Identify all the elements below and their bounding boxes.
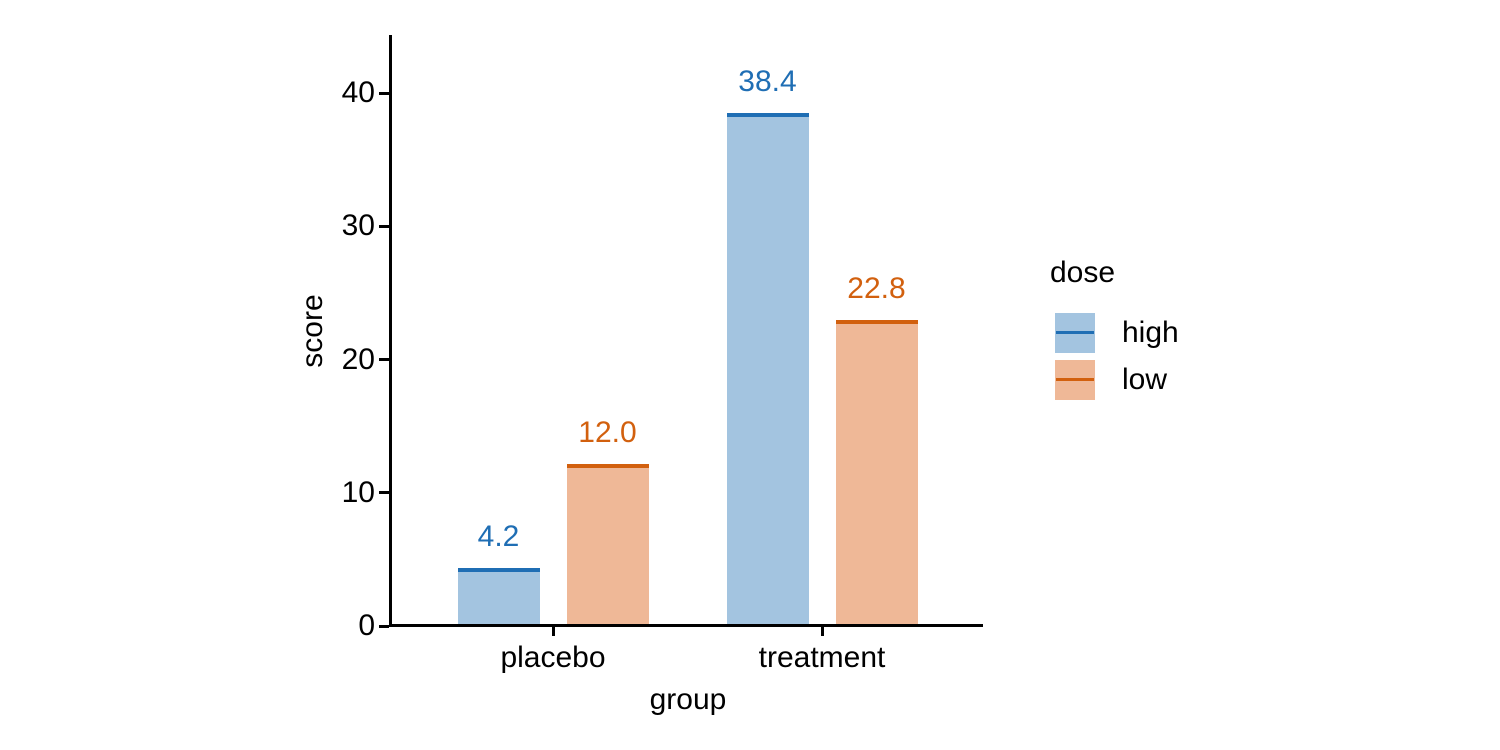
y-tick-label: 30: [341, 209, 375, 243]
x-tick-label: treatment: [758, 641, 886, 674]
y-tick-label: 20: [341, 342, 375, 376]
y-tick: [379, 358, 389, 362]
legend-swatch-high: [1055, 313, 1095, 353]
bar-value-label: 22.8: [847, 272, 906, 306]
y-tick: [379, 491, 389, 495]
y-tick-label: 10: [341, 475, 375, 509]
x-tick: [820, 627, 824, 636]
legend-label-low: low: [1122, 363, 1168, 396]
legend-label-high: high: [1122, 316, 1179, 349]
bar-placebo-low: [566, 464, 649, 624]
bar-treatment-low: [835, 320, 918, 624]
legend-items: high low: [1050, 313, 1179, 400]
bar-value-label: 38.4: [738, 64, 797, 98]
bar-placebo-high: [457, 568, 540, 624]
legend-swatch-line: [1056, 331, 1094, 334]
legend-item-high: high: [1055, 313, 1179, 353]
y-axis-spine: [389, 35, 392, 627]
legend-swatch-low: [1055, 360, 1095, 400]
x-axis-spine: [389, 624, 983, 627]
y-tick: [379, 224, 389, 228]
bar-value-label: 4.2: [477, 520, 520, 554]
y-tick: [379, 91, 389, 95]
legend-title: dose: [1050, 256, 1116, 289]
y-tick: [379, 624, 389, 628]
y-axis-title: score: [296, 294, 329, 368]
x-tick-label: placebo: [500, 641, 606, 674]
legend: dose high low: [1050, 258, 1179, 407]
x-tick: [551, 627, 555, 636]
x-axis-title: group: [649, 683, 727, 716]
legend-item-low: low: [1055, 360, 1179, 400]
bar-value-label: 12.0: [578, 416, 637, 450]
legend-swatch-line: [1056, 378, 1094, 381]
bar-treatment-high: [726, 112, 809, 624]
y-tick-label: 0: [358, 609, 375, 642]
y-tick-label: 40: [341, 76, 375, 110]
